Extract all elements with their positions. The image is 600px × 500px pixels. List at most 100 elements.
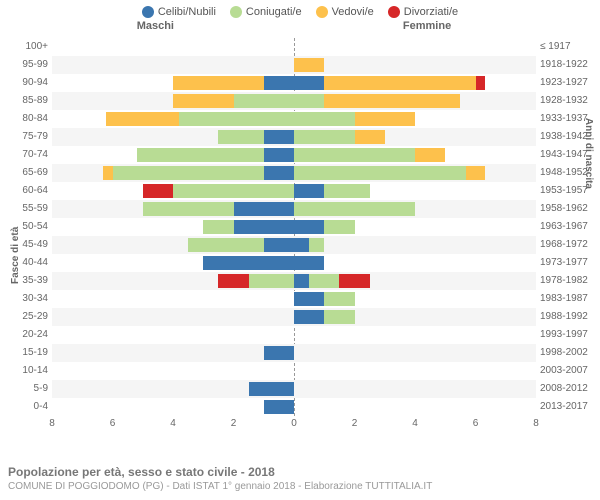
bar-seg-female-g [294, 94, 324, 108]
birth-year-label: 1923-1927 [540, 74, 600, 92]
row-bars [52, 220, 536, 234]
bar-seg-male-v [173, 94, 234, 108]
age-label: 65-69 [0, 164, 48, 182]
bar-seg-male-c [264, 400, 294, 414]
birth-year-label: 1968-1972 [540, 236, 600, 254]
bar-seg-female-g [294, 202, 415, 216]
bar-seg-male-d [143, 184, 173, 198]
age-label: 55-59 [0, 200, 48, 218]
x-tick: 4 [170, 418, 176, 429]
bar-seg-female-v [466, 166, 484, 180]
birth-year-label: 1928-1932 [540, 92, 600, 110]
birth-year-label: 1998-2002 [540, 344, 600, 362]
birth-year-label: 1963-1967 [540, 218, 600, 236]
row-bars [52, 274, 536, 288]
bar-seg-male-g [249, 274, 294, 288]
age-row: 70-741943-1947 [0, 146, 600, 164]
age-row: 0-4 2013-2017 [0, 398, 600, 416]
bar-seg-male-v [103, 166, 112, 180]
bar-seg-female-c [294, 274, 309, 288]
birth-year-label: 1978-1982 [540, 272, 600, 290]
bar-seg-male-g [143, 202, 234, 216]
age-row: 55-591958-1962 [0, 200, 600, 218]
birth-year-label: 1988-1992 [540, 308, 600, 326]
bar-seg-male-g [179, 112, 294, 126]
birth-year-label: 2008-2012 [540, 380, 600, 398]
age-label: 100+ [0, 38, 48, 56]
row-bars [52, 166, 536, 180]
bar-seg-female-g [294, 166, 466, 180]
row-bars [52, 364, 536, 378]
row-bars [52, 130, 536, 144]
legend-label: Celibi/Nubili [158, 6, 216, 18]
row-bars [52, 310, 536, 324]
bar-seg-male-g [137, 148, 264, 162]
row-bars [52, 400, 536, 414]
x-tick: 6 [473, 418, 479, 429]
age-row: 45-49 1968-1972 [0, 236, 600, 254]
legend-label: Divorziati/e [404, 6, 458, 18]
bar-seg-male-g [218, 130, 263, 144]
bar-seg-female-g [324, 292, 354, 306]
birth-year-label: 1918-1922 [540, 56, 600, 74]
bar-seg-female-c [294, 292, 324, 306]
birth-year-label: 2013-2017 [540, 398, 600, 416]
legend-item: Coniugati/e [230, 6, 302, 18]
bar-seg-female-v [355, 130, 385, 144]
bar-seg-male-c [249, 382, 294, 396]
bar-seg-female-c [294, 238, 309, 252]
bar-seg-male-c [264, 346, 294, 360]
age-row: 10-142003-2007 [0, 362, 600, 380]
x-tick: 2 [231, 418, 237, 429]
row-bars [52, 346, 536, 360]
age-label: 5-9 [0, 380, 48, 398]
age-label: 15-19 [0, 344, 48, 362]
gender-labels: Maschi Femmine [0, 20, 600, 36]
age-label: 75-79 [0, 128, 48, 146]
x-tick: 8 [533, 418, 539, 429]
row-bars [52, 112, 536, 126]
bar-seg-female-g [309, 274, 339, 288]
bar-seg-male-d [218, 274, 248, 288]
bar-seg-male-g [203, 220, 233, 234]
legend-label: Vedovi/e [332, 6, 374, 18]
chart-subtitle: COMUNE DI POGGIODOMO (PG) - Dati ISTAT 1… [8, 481, 432, 492]
x-tick: 0 [291, 418, 297, 429]
row-bars [52, 256, 536, 270]
age-label: 20-24 [0, 326, 48, 344]
age-row: 50-54 1963-1967 [0, 218, 600, 236]
age-label: 0-4 [0, 398, 48, 416]
bar-seg-female-v [324, 94, 460, 108]
bar-seg-female-g [294, 112, 355, 126]
age-label: 85-89 [0, 92, 48, 110]
row-bars [52, 328, 536, 342]
age-row: 25-291988-1992 [0, 308, 600, 326]
birth-year-label: 1948-1952 [540, 164, 600, 182]
birth-year-label: 1933-1937 [540, 110, 600, 128]
age-label: 45-49 [0, 236, 48, 254]
bar-seg-female-v [355, 112, 416, 126]
bar-seg-female-c [294, 184, 324, 198]
legend-dot [142, 6, 154, 18]
legend-dot [230, 6, 242, 18]
age-label: 50-54 [0, 218, 48, 236]
bar-seg-male-c [203, 256, 294, 270]
bar-seg-male-v [173, 76, 264, 90]
bar-seg-female-v [324, 76, 475, 90]
birth-year-label: ≤ 1917 [540, 38, 600, 56]
birth-year-label: 1983-1987 [540, 290, 600, 308]
age-row: 90-941923-1927 [0, 74, 600, 92]
age-row: 60-641953-1957 [0, 182, 600, 200]
age-label: 40-44 [0, 254, 48, 272]
x-tick: 4 [412, 418, 418, 429]
birth-year-label: 1953-1957 [540, 182, 600, 200]
row-bars [52, 40, 536, 54]
chart-title: Popolazione per età, sesso e stato civil… [8, 465, 432, 479]
x-tick: 2 [352, 418, 358, 429]
x-axis: 864202468 [0, 418, 600, 434]
bar-seg-female-g [324, 310, 354, 324]
age-row: 100+ ≤ 1917 [0, 38, 600, 56]
legend-item: Celibi/Nubili [142, 6, 216, 18]
age-row: 30-341983-1987 [0, 290, 600, 308]
row-bars [52, 148, 536, 162]
